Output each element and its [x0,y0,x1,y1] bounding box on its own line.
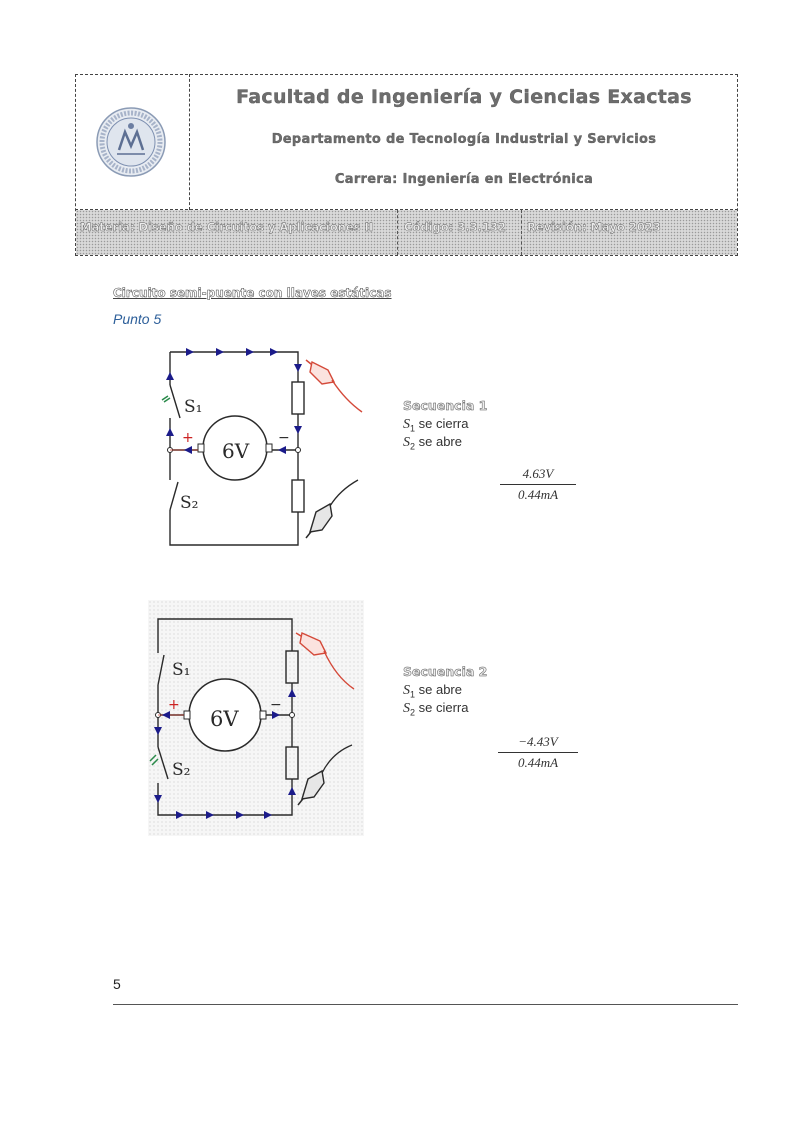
header-divider [75,209,738,211]
sequence-2-step-1: S1 se abre [403,682,462,700]
black-probe-icon [305,479,359,539]
strip-divider [521,210,522,255]
strip-divider [397,210,398,255]
black-probe-icon [297,744,353,806]
sequence-1-step-2: S2 se abre [403,434,462,452]
switch-2-label: S₂ [172,760,190,780]
department-title: Departamento de Tecnología Industrial y … [271,132,657,147]
source-label: 6V [210,707,239,731]
circuit-diagram-sequence-2: S₁ S₂ 6V + − [149,618,355,819]
faculty-title: Facultad de Ingeniería y Ciencias Exacta… [236,86,692,108]
point-heading: Punto 5 [113,311,162,327]
sequence-1-title: Secuencia 1 [403,398,488,414]
closed-mark-icon [161,395,171,403]
sequence-2-voltage: −4.43V [498,734,578,753]
switch-2-label: S₂ [180,493,198,513]
sequence-2-fraction: −4.43V 0.44mA [498,734,578,771]
sequence-2-title: Secuencia 2 [403,664,488,680]
revision-label: Revisión: Mayo 2023 [527,220,661,234]
sequence-1-current: 0.44mA [517,487,559,502]
code-label: Código: 3.3.132 [404,220,506,234]
page-number: 5 [113,976,121,992]
plus-sign: + [182,430,194,446]
sequence-2-current: 0.44mA [517,755,559,770]
plus-sign: + [168,697,180,713]
sequence-2-step-2: S2 se cierra [403,700,469,718]
subject-label: Materia: Diseño de Circuitos y Aplicacio… [80,220,374,234]
logo-cell [75,74,190,210]
university-seal-icon [96,107,166,177]
header-info-strip [76,210,737,255]
sequence-1-voltage: 4.63V [500,466,576,485]
red-probe-icon [305,359,363,413]
switch-1-label: S₁ [184,397,202,417]
minus-sign: − [270,697,282,713]
sequence-1-fraction: 4.63V 0.44mA [500,466,576,503]
source-label: 6V [222,439,250,463]
red-probe-icon [295,632,355,690]
switch-1-label: S₁ [172,660,190,680]
footer-rule [113,1004,738,1005]
career-title: Carrera: Ingeniería en Electrónica [334,172,594,187]
header-table [75,74,738,256]
circuit-diagram-sequence-1: S₁ S₂ 6V + − [161,348,363,546]
minus-sign: − [278,430,290,446]
closed-mark-icon [149,754,159,766]
sequence-1-step-1: S1 se cierra [403,416,469,434]
section-title: Circuito semi-puente con llaves estática… [113,286,392,301]
